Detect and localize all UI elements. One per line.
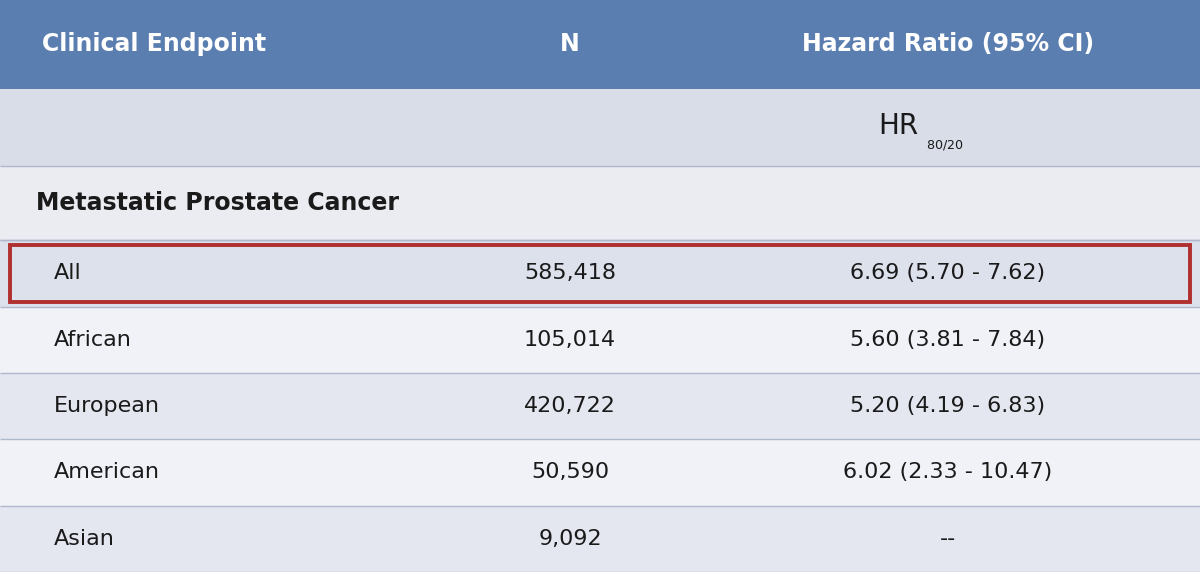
Text: Clinical Endpoint: Clinical Endpoint bbox=[42, 33, 266, 56]
Bar bbox=[0, 89, 1200, 166]
Text: $_{80/20}$: $_{80/20}$ bbox=[926, 135, 964, 153]
Text: 420,722: 420,722 bbox=[524, 396, 616, 416]
Text: HR: HR bbox=[878, 112, 918, 140]
Text: Metastatic Prostate Cancer: Metastatic Prostate Cancer bbox=[36, 191, 398, 215]
Text: 50,590: 50,590 bbox=[530, 463, 610, 482]
Bar bbox=[0, 240, 1200, 307]
Text: African: African bbox=[54, 330, 132, 349]
Text: --: -- bbox=[940, 529, 956, 549]
Text: 105,014: 105,014 bbox=[524, 330, 616, 349]
Text: 6.69 (5.70 - 7.62): 6.69 (5.70 - 7.62) bbox=[851, 264, 1045, 283]
Bar bbox=[0, 506, 1200, 572]
Bar bbox=[0, 307, 1200, 373]
Bar bbox=[0, 0, 1200, 89]
Text: 585,418: 585,418 bbox=[524, 264, 616, 283]
Bar bbox=[0, 166, 1200, 240]
Text: 9,092: 9,092 bbox=[538, 529, 602, 549]
Text: All: All bbox=[54, 264, 82, 283]
Text: Asian: Asian bbox=[54, 529, 115, 549]
Text: American: American bbox=[54, 463, 160, 482]
Text: Hazard Ratio (95% CI): Hazard Ratio (95% CI) bbox=[802, 33, 1094, 56]
Text: N: N bbox=[560, 33, 580, 56]
Bar bbox=[0, 439, 1200, 506]
Bar bbox=[10, 245, 1190, 302]
Bar bbox=[0, 373, 1200, 439]
Text: 5.60 (3.81 - 7.84): 5.60 (3.81 - 7.84) bbox=[851, 330, 1045, 349]
Text: European: European bbox=[54, 396, 160, 416]
Text: 5.20 (4.19 - 6.83): 5.20 (4.19 - 6.83) bbox=[851, 396, 1045, 416]
Text: 6.02 (2.33 - 10.47): 6.02 (2.33 - 10.47) bbox=[844, 463, 1052, 482]
